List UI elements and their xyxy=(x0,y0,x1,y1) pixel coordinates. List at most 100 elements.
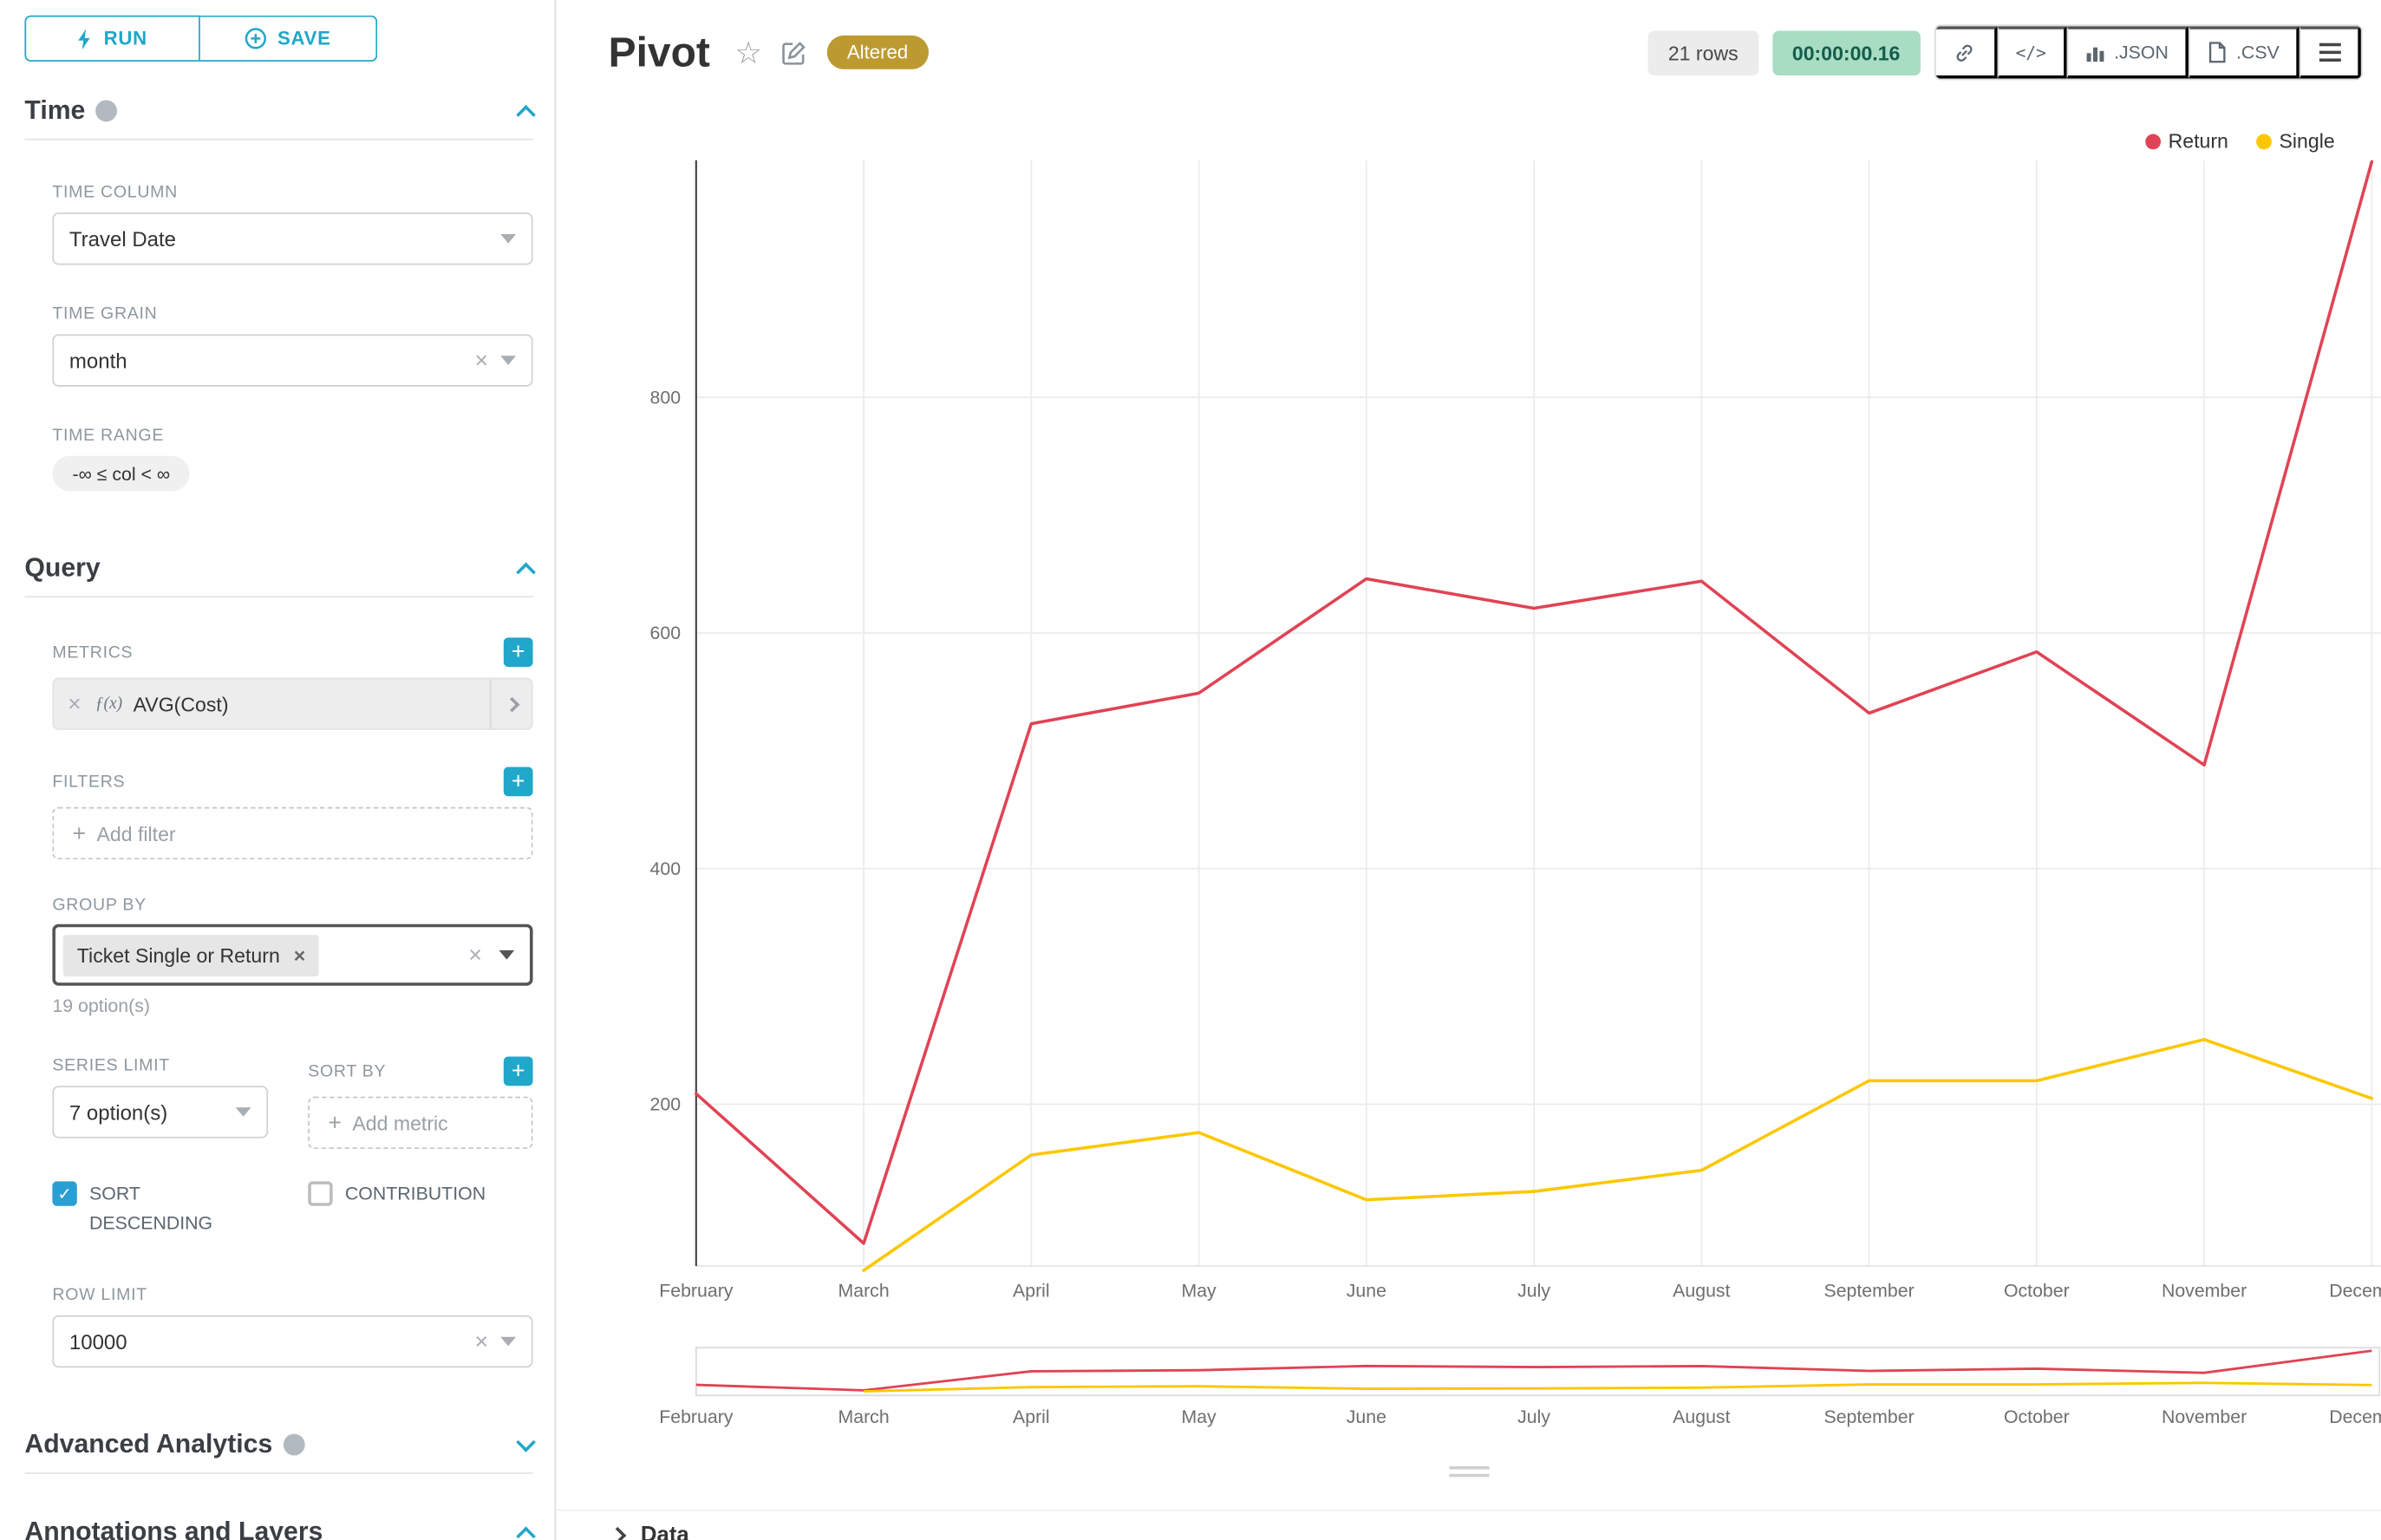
run-button-label: RUN xyxy=(103,27,147,49)
svg-text:December: December xyxy=(2329,1406,2381,1427)
range-selector-chart[interactable]: February March April May June July August Septe… xyxy=(556,1346,2381,1432)
add-sort-metric-button[interactable] xyxy=(503,1056,533,1086)
time-column-select[interactable]: Travel Date xyxy=(52,212,533,265)
svg-text:May: May xyxy=(1181,1281,1217,1302)
advanced-analytics-section: Advanced Analytics xyxy=(24,1429,536,1475)
chart-legend: Return Single xyxy=(2144,129,2335,153)
clear-icon[interactable] xyxy=(468,943,482,967)
edit-title-icon[interactable] xyxy=(780,39,806,65)
svg-text:June: June xyxy=(1347,1406,1386,1427)
export-csv-button[interactable]: .CSV xyxy=(2188,26,2299,79)
time-column-value: Travel Date xyxy=(68,226,176,251)
plus-circle-icon xyxy=(245,28,267,49)
export-button-group: .JSON .CSV xyxy=(1934,24,2363,81)
plus-icon xyxy=(328,1110,342,1136)
chart-title[interactable]: Pivot xyxy=(608,28,710,75)
series-limit-select[interactable]: 7 option(s) xyxy=(52,1086,269,1139)
time-range-label: TIME RANGE xyxy=(52,427,165,446)
filters-label: FILTERS xyxy=(52,772,126,792)
query-section-header[interactable]: Query xyxy=(24,552,536,584)
save-button-label: SAVE xyxy=(277,27,331,49)
function-icon: ƒ(x) xyxy=(95,695,123,714)
export-json-button[interactable]: .JSON xyxy=(2066,26,2189,79)
add-metric-placeholder: Add metric xyxy=(352,1111,448,1135)
annotations-section: Annotations and Layers xyxy=(24,1517,536,1540)
section-title: Annotations and Layers xyxy=(24,1517,323,1540)
clear-icon[interactable] xyxy=(474,1330,488,1354)
add-metric-button[interactable] xyxy=(503,637,533,668)
run-save-button-group: RUN SAVE xyxy=(24,15,532,62)
sort-descending-checkbox[interactable] xyxy=(52,1181,77,1206)
caret-down-icon xyxy=(500,233,517,244)
chevron-down-icon xyxy=(516,1432,536,1452)
svg-text:March: March xyxy=(838,1281,890,1302)
row-limit-label: ROW LIMIT xyxy=(52,1286,147,1305)
legend-item-return[interactable]: Return xyxy=(2144,129,2228,153)
control-panel-sidebar: RUN SAVE Time TIME COLUMN Travel Date xyxy=(0,0,557,1540)
annotations-header[interactable]: Annotations and Layers xyxy=(24,1517,536,1540)
series-limit-label: SERIES LIMIT xyxy=(52,1056,170,1075)
remove-tag-icon[interactable] xyxy=(294,945,305,965)
line-chart[interactable]: February March April May June July August Septe… xyxy=(556,93,2381,1309)
add-filter-placeholder: Add filter xyxy=(96,821,176,845)
time-section-header[interactable]: Time xyxy=(24,95,536,127)
svg-text:February: February xyxy=(659,1406,734,1427)
svg-text:800: 800 xyxy=(650,387,682,408)
add-filter-dropzone[interactable]: Add filter xyxy=(52,806,533,860)
time-section: Time TIME COLUMN Travel Date TIME GRAIN … xyxy=(24,95,536,492)
chevron-up-icon xyxy=(516,562,536,583)
section-divider xyxy=(24,1472,533,1475)
legend-dot xyxy=(2255,133,2272,149)
clear-icon[interactable] xyxy=(474,349,488,372)
add-sort-metric-dropzone[interactable]: Add metric xyxy=(308,1096,533,1150)
sort-by-label: SORT BY xyxy=(308,1061,387,1081)
time-range-pill[interactable]: -∞ ≤ col < ∞ xyxy=(52,455,191,492)
legend-item-single[interactable]: Single xyxy=(2255,129,2335,153)
info-icon xyxy=(283,1433,305,1456)
save-button[interactable]: SAVE xyxy=(199,15,378,62)
chevron-up-icon xyxy=(516,105,536,125)
section-title: Time xyxy=(24,95,86,125)
run-button[interactable]: RUN xyxy=(24,15,200,62)
view-query-button[interactable] xyxy=(1997,26,2067,79)
svg-text:August: August xyxy=(1673,1406,1730,1427)
altered-badge: Altered xyxy=(826,35,929,69)
metric-pill[interactable]: ƒ(x) AVG(Cost) xyxy=(52,677,533,730)
svg-text:August: August xyxy=(1673,1281,1730,1302)
lightning-icon xyxy=(78,28,91,49)
row-count-badge: 21 rows xyxy=(1647,29,1758,75)
code-icon xyxy=(2016,42,2046,62)
legend-label: Single xyxy=(2279,129,2335,153)
add-filter-button[interactable] xyxy=(503,767,533,797)
chart-menu-button[interactable] xyxy=(2299,26,2361,79)
svg-text:September: September xyxy=(1824,1281,1915,1302)
time-grain-label: TIME GRAIN xyxy=(52,304,158,324)
svg-text:November: November xyxy=(2162,1281,2247,1302)
menu-icon xyxy=(2319,42,2340,62)
time-grain-value: month xyxy=(68,349,127,372)
group-by-label: GROUP BY xyxy=(52,896,147,916)
bar-chart-icon xyxy=(2085,46,2104,62)
svg-text:November: November xyxy=(2162,1406,2247,1427)
remove-metric-icon[interactable] xyxy=(68,692,82,715)
section-divider xyxy=(24,596,533,598)
data-panel-header[interactable]: Data xyxy=(556,1509,2381,1540)
favorite-star-icon[interactable] xyxy=(734,33,762,71)
resize-handle[interactable] xyxy=(1448,1465,1489,1478)
contribution-checkbox[interactable] xyxy=(308,1181,333,1206)
export-json-label: .JSON xyxy=(2114,41,2169,63)
svg-text:March: March xyxy=(838,1406,890,1427)
chart-header: Pivot Altered 21 rows 00:00:00.16 xyxy=(556,0,2381,81)
section-title: Query xyxy=(24,552,101,583)
advanced-analytics-header[interactable]: Advanced Analytics xyxy=(24,1429,536,1461)
time-grain-select[interactable]: month xyxy=(52,334,533,387)
svg-text:July: July xyxy=(1517,1406,1550,1427)
row-limit-select[interactable]: 10000 xyxy=(52,1315,533,1368)
chevron-right-icon[interactable] xyxy=(504,695,520,712)
chevron-up-icon xyxy=(516,1526,536,1540)
group-by-select[interactable]: Ticket Single or Return xyxy=(52,923,533,986)
svg-text:April: April xyxy=(1013,1281,1050,1302)
section-title: Advanced Analytics xyxy=(24,1429,273,1459)
share-link-button[interactable] xyxy=(1935,26,1998,79)
